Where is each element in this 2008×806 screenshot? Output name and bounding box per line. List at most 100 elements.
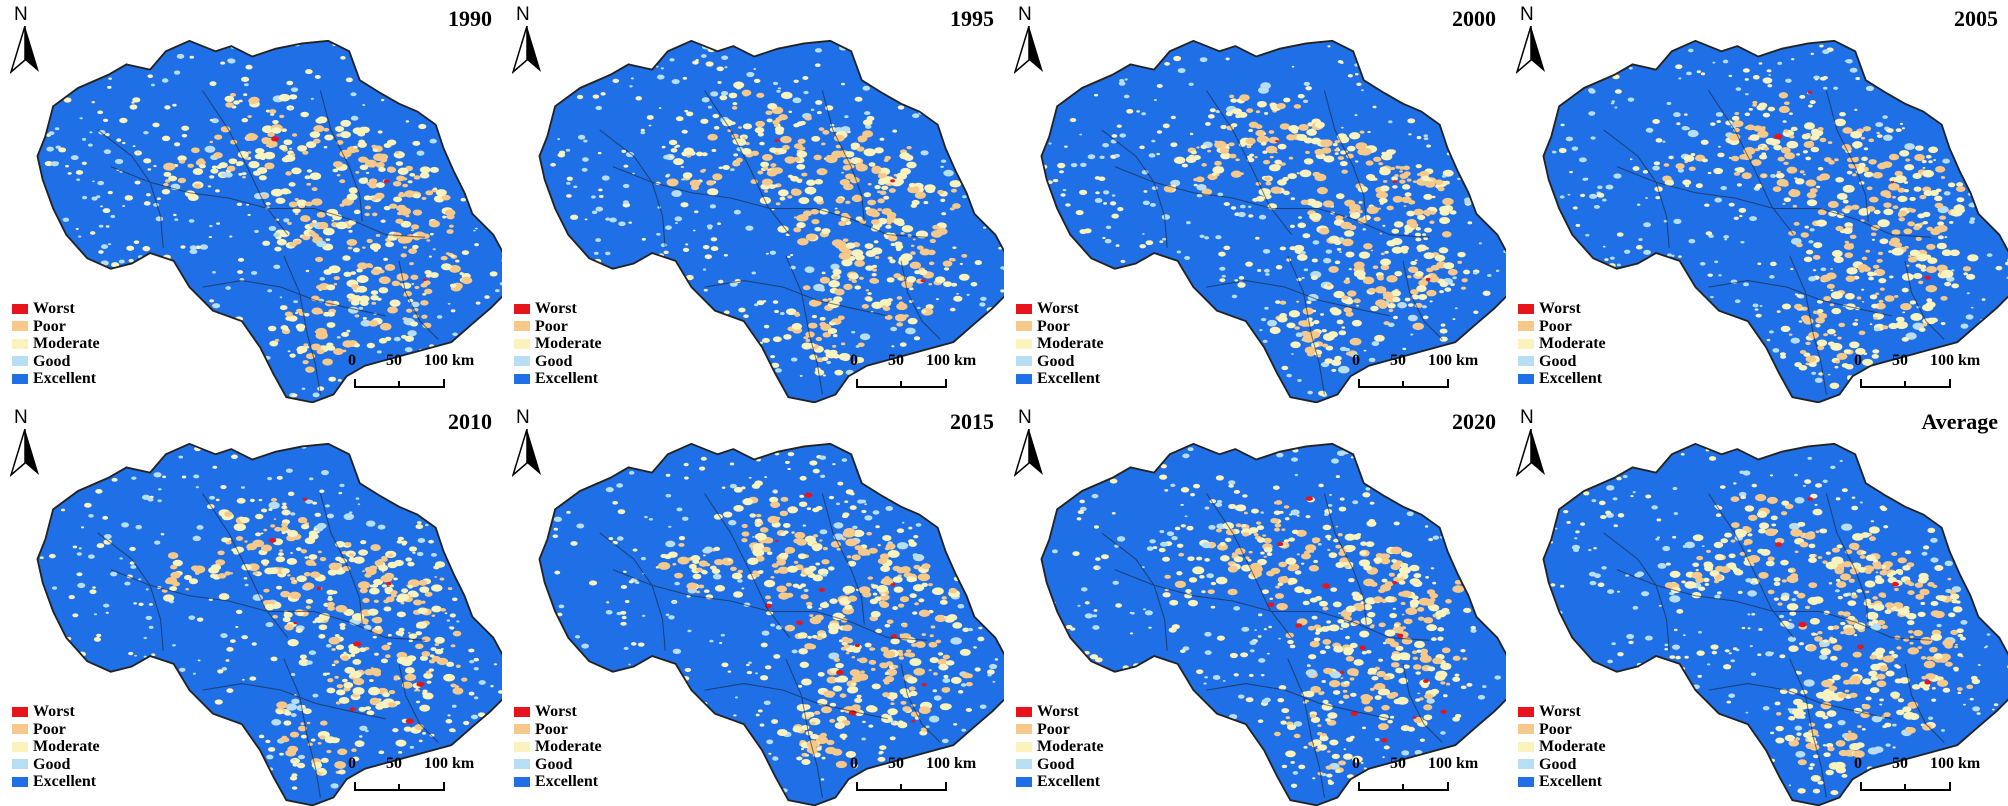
study-area-outline	[1040, 442, 1506, 806]
legend-item-poor: Poor	[514, 318, 602, 336]
scale-bar-label: 100 km	[424, 352, 475, 369]
legend-label: Moderate	[33, 738, 100, 756]
legend-swatch	[514, 321, 530, 332]
map-legend: Worst Poor Moderate Good Excellent	[1016, 703, 1104, 791]
legend-item-excellent: Excellent	[1016, 773, 1104, 791]
legend-item-moderate: Moderate	[12, 738, 100, 756]
panel-year-label: Average	[1921, 409, 1998, 434]
legend-item-worst: Worst	[514, 300, 602, 318]
legend-swatch	[1518, 373, 1534, 384]
study-area-outline	[538, 442, 1004, 806]
north-arrow-icon	[512, 26, 541, 74]
scale-bar-label: 0	[1854, 352, 1862, 369]
quality-classes-layer	[1051, 447, 1501, 788]
north-arrow-icon	[512, 429, 541, 477]
scale-bar-label: 50	[888, 755, 904, 772]
map-legend: Worst Poor Moderate Good Excellent	[1016, 300, 1104, 388]
north-arrow: N	[1516, 4, 1546, 76]
study-area-outline	[1040, 39, 1506, 403]
quality-classes-layer	[1041, 45, 1506, 398]
legend-swatch	[1518, 356, 1534, 367]
scale-bar-label: 0	[1352, 755, 1360, 772]
legend-item-good: Good	[12, 353, 100, 371]
scale-bar-label: 50	[1390, 352, 1406, 369]
scale-bar: 0 50 100 km	[850, 352, 976, 392]
scale-bar-label: 50	[888, 352, 904, 369]
north-arrow: N	[10, 407, 40, 479]
legend-swatch	[514, 724, 530, 735]
legend-item-worst: Worst	[1518, 703, 1606, 721]
legend-label: Moderate	[535, 335, 602, 353]
legend-label: Good	[33, 352, 71, 370]
north-arrow: N	[1014, 4, 1044, 76]
legend-swatch	[514, 706, 530, 717]
legend-swatch	[1016, 776, 1032, 787]
north-label: N	[14, 407, 28, 428]
study-area-region	[1543, 443, 2008, 806]
legend-swatch	[514, 338, 530, 349]
legend-label: Excellent	[535, 370, 599, 388]
legend-label: Poor	[33, 720, 66, 738]
map-panel-1990: 1990 N Worst Poor Moderate Good Excellent 0 …	[0, 0, 502, 403]
legend-item-excellent: Excellent	[1518, 773, 1606, 791]
legend-label: Excellent	[535, 773, 599, 791]
legend-item-good: Good	[1518, 353, 1606, 371]
legend-label: Good	[1539, 755, 1577, 773]
legend-label: Excellent	[1539, 370, 1603, 388]
scale-bar-label: 50	[1390, 755, 1406, 772]
legend-label: Worst	[1539, 300, 1581, 318]
legend-swatch	[12, 741, 28, 752]
legend-swatch	[1016, 706, 1032, 717]
scale-bar-label: 100 km	[424, 755, 475, 772]
legend-label: Moderate	[1037, 738, 1104, 756]
scale-bar-label: 0	[850, 755, 858, 772]
legend-item-moderate: Moderate	[1016, 738, 1104, 756]
legend-swatch	[12, 338, 28, 349]
scale-bar-line	[1358, 379, 1449, 388]
legend-swatch	[1518, 759, 1534, 770]
legend-swatch	[12, 776, 28, 787]
legend-swatch	[1016, 321, 1032, 332]
map-panel-2015: 2015 N Worst Poor Moderate Good Excellent 0 …	[502, 403, 1004, 806]
scale-bar-line	[1860, 782, 1951, 791]
legend-label: Poor	[1037, 317, 1070, 335]
legend-item-excellent: Excellent	[1016, 370, 1104, 388]
legend-item-good: Good	[1016, 353, 1104, 371]
study-area-region	[539, 40, 1004, 403]
scale-bar-label: 50	[1892, 352, 1908, 369]
scale-bar: 0 50 100 km	[850, 755, 976, 795]
legend-label: Good	[535, 352, 573, 370]
quality-classes-layer	[1548, 449, 2008, 796]
north-label: N	[14, 4, 28, 25]
quality-classes-layer	[550, 44, 1004, 377]
legend-swatch	[1518, 741, 1534, 752]
scale-bar: 0 50 100 km	[1352, 352, 1478, 392]
legend-item-moderate: Moderate	[514, 738, 602, 756]
legend-swatch	[1518, 776, 1534, 787]
legend-label: Poor	[1539, 317, 1572, 335]
habitat-quality-map	[538, 39, 1004, 403]
legend-label: Moderate	[535, 738, 602, 756]
habitat-quality-map	[1542, 442, 2008, 806]
legend-swatch	[1016, 338, 1032, 349]
map-panel-2005: 2005 N Worst Poor Moderate Good Excellent 0 …	[1506, 0, 2008, 403]
legend-item-good: Good	[514, 353, 602, 371]
legend-item-worst: Worst	[1016, 703, 1104, 721]
scale-bar-line	[856, 782, 947, 791]
legend-label: Poor	[535, 317, 568, 335]
scale-bar-label: 50	[1892, 755, 1908, 772]
legend-item-poor: Poor	[12, 318, 100, 336]
legend-swatch	[1518, 338, 1534, 349]
legend-swatch	[514, 356, 530, 367]
legend-swatch	[514, 303, 530, 314]
legend-label: Good	[33, 755, 71, 773]
legend-label: Worst	[1037, 300, 1079, 318]
legend-swatch	[12, 356, 28, 367]
legend-swatch	[514, 373, 530, 384]
legend-item-good: Good	[1518, 756, 1606, 774]
legend-label: Poor	[33, 317, 66, 335]
habitat-quality-map	[1542, 39, 2008, 403]
study-area-outline	[538, 39, 1004, 403]
legend-item-good: Good	[12, 756, 100, 774]
legend-swatch	[1518, 303, 1534, 314]
